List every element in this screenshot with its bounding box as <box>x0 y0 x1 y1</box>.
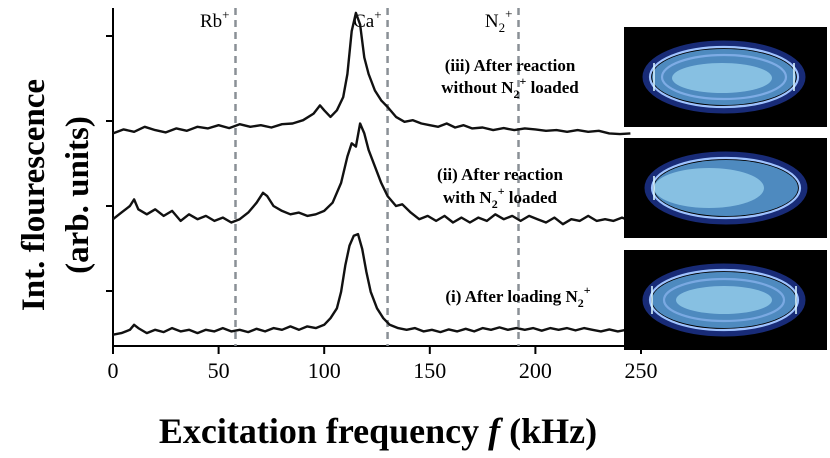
ref-label-sup: + <box>505 6 512 21</box>
x-axis-title-prefix: Excitation frequency <box>159 411 488 451</box>
series-label-i-pre: (i) After loading N <box>445 287 578 306</box>
x-tick-label: 0 <box>108 358 119 383</box>
ref-label-rb: Rb+ <box>200 7 230 32</box>
reference-lines <box>234 8 520 346</box>
ion-cloud-image-iii <box>624 27 827 127</box>
ref-label-sup: + <box>374 7 381 22</box>
series-label-ii-line1: (ii) After reaction <box>437 165 563 184</box>
x-tick-labels: 0 50 100 150 200 250 <box>108 358 658 383</box>
series-label-iii-sup: + <box>519 74 526 88</box>
series-label-i-sup: + <box>584 283 591 297</box>
series-label-iii-sub: 2 <box>513 87 519 101</box>
series-label-iii-post: loaded <box>526 78 579 97</box>
series-lines <box>112 11 631 336</box>
series-label-ii-line2: with N2+ loaded <box>443 184 557 211</box>
ref-label-base: Rb <box>200 11 222 32</box>
x-axis-title-var: f <box>488 411 503 451</box>
x-axis-title-suffix: (kHz) <box>500 411 597 451</box>
x-tick-label: 150 <box>413 358 446 383</box>
series-label-ii-post: loaded <box>505 188 558 207</box>
ref-label-sub: 2 <box>499 20 506 35</box>
ref-label-sup: + <box>222 7 229 22</box>
series-label-ii-sup: + <box>498 184 505 198</box>
series-label-i-sub: 2 <box>578 296 584 310</box>
series-label-ii-pre: with N <box>443 188 492 207</box>
x-tick-label: 50 <box>208 358 230 383</box>
series-label-iii-pre: without N <box>441 78 514 97</box>
reference-labels: Rb+ Ca+ N2+ <box>200 6 513 35</box>
y-axis-title-line2: (arb. units) <box>60 116 96 274</box>
ref-label-n2: N2+ <box>485 6 513 35</box>
y-ticks <box>106 35 113 292</box>
series-label-iii-line1: (iii) After reaction <box>445 56 576 75</box>
x-tick-label: 200 <box>519 358 552 383</box>
y-axis-title-line1: Int. flourescence <box>16 79 52 311</box>
x-tick-label: 250 <box>625 358 658 383</box>
series-label-ii-sub: 2 <box>492 197 498 211</box>
axes <box>112 8 641 347</box>
series-label-iii-line2: without N2+ loaded <box>441 74 579 101</box>
ref-label-base: N <box>485 11 499 32</box>
x-ticks <box>112 346 642 354</box>
ion-cloud-image-ii <box>624 138 827 238</box>
x-axis-title: Excitation frequency f (kHz) <box>159 411 597 451</box>
ion-cloud-image-i <box>624 250 827 350</box>
series-line-ii <box>112 122 631 226</box>
series-line-i <box>112 232 631 336</box>
series-line-iii <box>112 11 631 136</box>
ref-label-base: Ca <box>353 11 375 32</box>
x-tick-label: 100 <box>308 358 341 383</box>
ref-label-ca: Ca+ <box>353 7 381 32</box>
series-label-i: (i) After loading N2+ <box>445 283 590 310</box>
